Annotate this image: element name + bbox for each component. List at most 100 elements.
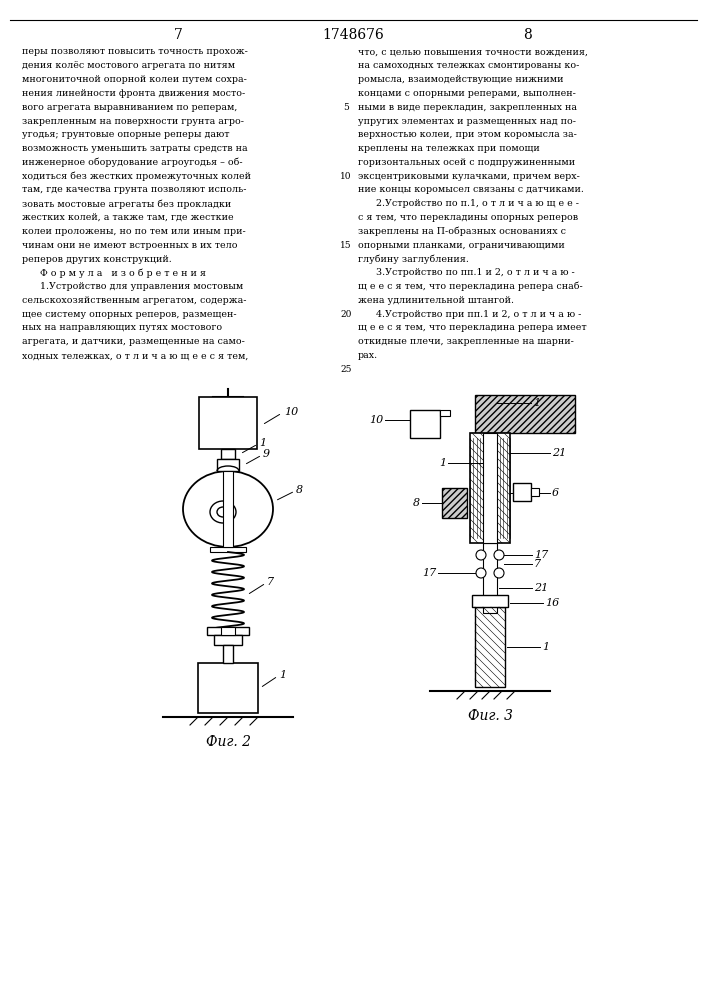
Text: 15: 15 <box>340 241 352 250</box>
Ellipse shape <box>210 501 236 523</box>
Text: 8: 8 <box>296 485 303 495</box>
Text: щ е е с я тем, что перекладина репера имеет: щ е е с я тем, что перекладина репера им… <box>358 324 587 332</box>
Bar <box>198 663 258 713</box>
Text: 10: 10 <box>340 172 352 181</box>
Text: 1: 1 <box>279 670 286 680</box>
Text: 1: 1 <box>533 398 540 408</box>
Text: 3.Устройство по пп.1 и 2, о т л и ч а ю -: 3.Устройство по пп.1 и 2, о т л и ч а ю … <box>358 268 575 277</box>
Text: 5: 5 <box>343 103 349 112</box>
Text: инженерное оборудование агроугодья – об-: инженерное оборудование агроугодья – об- <box>22 158 243 167</box>
Bar <box>221 449 235 459</box>
Bar <box>210 547 246 552</box>
Text: 8: 8 <box>524 28 532 42</box>
Text: 2.Устройство по п.1, о т л и ч а ю щ е е -: 2.Устройство по п.1, о т л и ч а ю щ е е… <box>358 199 579 208</box>
Text: закрепленным на поверхности грунта агро-: закрепленным на поверхности грунта агро- <box>22 116 244 125</box>
Text: верхностью колеи, при этом коромысла за-: верхностью колеи, при этом коромысла за- <box>358 130 577 139</box>
Ellipse shape <box>217 507 229 517</box>
Text: 1: 1 <box>259 438 266 448</box>
Text: 20: 20 <box>340 310 351 319</box>
Text: опорными планками, ограничивающими: опорными планками, ограничивающими <box>358 241 565 250</box>
Text: вого агрегата выравниванием по реперам,: вого агрегата выравниванием по реперам, <box>22 103 238 112</box>
Text: реперов других конструкций.: реперов других конструкций. <box>22 254 172 263</box>
Bar <box>442 488 467 518</box>
Text: 8: 8 <box>413 498 420 508</box>
Text: угодья; грунтовые опорные реперы дают: угодья; грунтовые опорные реперы дают <box>22 130 230 139</box>
Circle shape <box>494 550 504 560</box>
Text: 1.Устройство для управления мостовым: 1.Устройство для управления мостовым <box>22 282 243 291</box>
Text: щ е е с я тем, что перекладина репера снаб-: щ е е с я тем, что перекладина репера сн… <box>358 282 583 291</box>
Text: там, где качества грунта позволяют исполь-: там, где качества грунта позволяют испол… <box>22 186 247 194</box>
Bar <box>531 488 539 496</box>
Text: возможность уменьшить затраты средств на: возможность уменьшить затраты средств на <box>22 144 247 153</box>
Text: чинам они не имеют встроенных в их тело: чинам они не имеют встроенных в их тело <box>22 241 238 250</box>
Circle shape <box>476 550 486 560</box>
Text: 7: 7 <box>173 28 182 42</box>
Text: ходных тележках, о т л и ч а ю щ е е с я тем,: ходных тележках, о т л и ч а ю щ е е с я… <box>22 351 248 360</box>
Text: 1: 1 <box>542 642 549 652</box>
Bar <box>483 433 497 543</box>
Bar <box>472 595 508 607</box>
Text: 10: 10 <box>284 407 298 417</box>
Text: 7: 7 <box>267 577 274 587</box>
Bar <box>470 433 510 543</box>
Bar <box>217 459 239 471</box>
Text: 1748676: 1748676 <box>322 28 384 42</box>
Text: 21: 21 <box>534 583 548 593</box>
Text: ных на направляющих путях мостового: ных на направляющих путях мостового <box>22 324 222 332</box>
Bar <box>214 635 242 645</box>
Bar <box>475 607 505 687</box>
Bar <box>223 645 233 663</box>
Text: ными в виде перекладин, закрепленных на: ными в виде перекладин, закрепленных на <box>358 103 577 112</box>
Text: креплены на тележках при помощи: креплены на тележках при помощи <box>358 144 539 153</box>
Text: с я тем, что перекладины опорных реперов: с я тем, что перекладины опорных реперов <box>358 213 578 222</box>
Text: на самоходных тележках смонтированы ко-: на самоходных тележках смонтированы ко- <box>358 61 579 70</box>
Text: ние концы коромысел связаны с датчиками.: ние концы коромысел связаны с датчиками. <box>358 186 584 194</box>
Bar <box>440 410 450 416</box>
Circle shape <box>476 568 486 578</box>
Text: рах.: рах. <box>358 351 378 360</box>
Text: нения линейности фронта движения мосто-: нения линейности фронта движения мосто- <box>22 89 245 98</box>
Text: горизонтальных осей с подпружиненными: горизонтальных осей с подпружиненными <box>358 158 575 167</box>
Text: 25: 25 <box>340 365 352 374</box>
Text: что, с целью повышения точности вождения,: что, с целью повышения точности вождения… <box>358 47 588 56</box>
Text: Фиг. 3: Фиг. 3 <box>467 709 513 723</box>
Bar <box>475 395 575 433</box>
Text: Ф о р м у л а   и з о б р е т е н и я: Ф о р м у л а и з о б р е т е н и я <box>22 268 206 278</box>
Bar <box>513 483 531 501</box>
Bar <box>483 543 497 613</box>
Text: 7: 7 <box>534 559 541 569</box>
Text: жена удлинительной штангой.: жена удлинительной штангой. <box>358 296 514 305</box>
Text: перы позволяют повысить точность прохож-: перы позволяют повысить точность прохож- <box>22 47 248 56</box>
Ellipse shape <box>183 471 273 547</box>
Text: 17: 17 <box>422 568 436 578</box>
Text: агрегата, и датчики, размещенные на само-: агрегата, и датчики, размещенные на само… <box>22 337 245 346</box>
Text: эксцентриковыми кулачками, причем верх-: эксцентриковыми кулачками, причем верх- <box>358 172 580 181</box>
Text: 16: 16 <box>545 598 559 608</box>
Bar <box>223 471 233 547</box>
Text: зовать мостовые агрегаты без прокладки: зовать мостовые агрегаты без прокладки <box>22 199 231 209</box>
Text: упругих элементах и размещенных над по-: упругих элементах и размещенных над по- <box>358 116 576 125</box>
Text: многониточной опорной колеи путем сохра-: многониточной опорной колеи путем сохра- <box>22 75 247 84</box>
Bar <box>199 397 257 449</box>
Bar <box>207 627 249 635</box>
Text: 6: 6 <box>552 488 559 498</box>
Text: концами с опорными реперами, выполнен-: концами с опорными реперами, выполнен- <box>358 89 576 98</box>
Text: дения колёс мостового агрегата по нитям: дения колёс мостового агрегата по нитям <box>22 61 235 70</box>
Text: глубину заглубления.: глубину заглубления. <box>358 254 469 264</box>
Text: колеи проложены, но по тем или иным при-: колеи проложены, но по тем или иным при- <box>22 227 246 236</box>
Text: жестких колей, а также там, где жесткие: жестких колей, а также там, где жесткие <box>22 213 233 222</box>
Text: ромысла, взаимодействующие нижними: ромысла, взаимодействующие нижними <box>358 75 563 84</box>
Text: закреплены на П-образных основаниях с: закреплены на П-образных основаниях с <box>358 227 566 236</box>
Text: ходиться без жестких промежуточных колей: ходиться без жестких промежуточных колей <box>22 171 251 181</box>
Text: откидные плечи, закрепленные на шарни-: откидные плечи, закрепленные на шарни- <box>358 337 574 346</box>
Text: 9: 9 <box>263 449 270 459</box>
Bar <box>410 410 440 438</box>
Text: 10: 10 <box>369 415 383 425</box>
Text: сельскохозяйственным агрегатом, содержа-: сельскохозяйственным агрегатом, содержа- <box>22 296 247 305</box>
Text: 4.Устройство при пп.1 и 2, о т л и ч а ю -: 4.Устройство при пп.1 и 2, о т л и ч а ю… <box>358 310 581 319</box>
Text: 17: 17 <box>534 550 548 560</box>
Text: Фиг. 2: Фиг. 2 <box>206 735 250 749</box>
Text: 1: 1 <box>439 458 446 468</box>
Text: 21: 21 <box>552 448 566 458</box>
Circle shape <box>494 568 504 578</box>
